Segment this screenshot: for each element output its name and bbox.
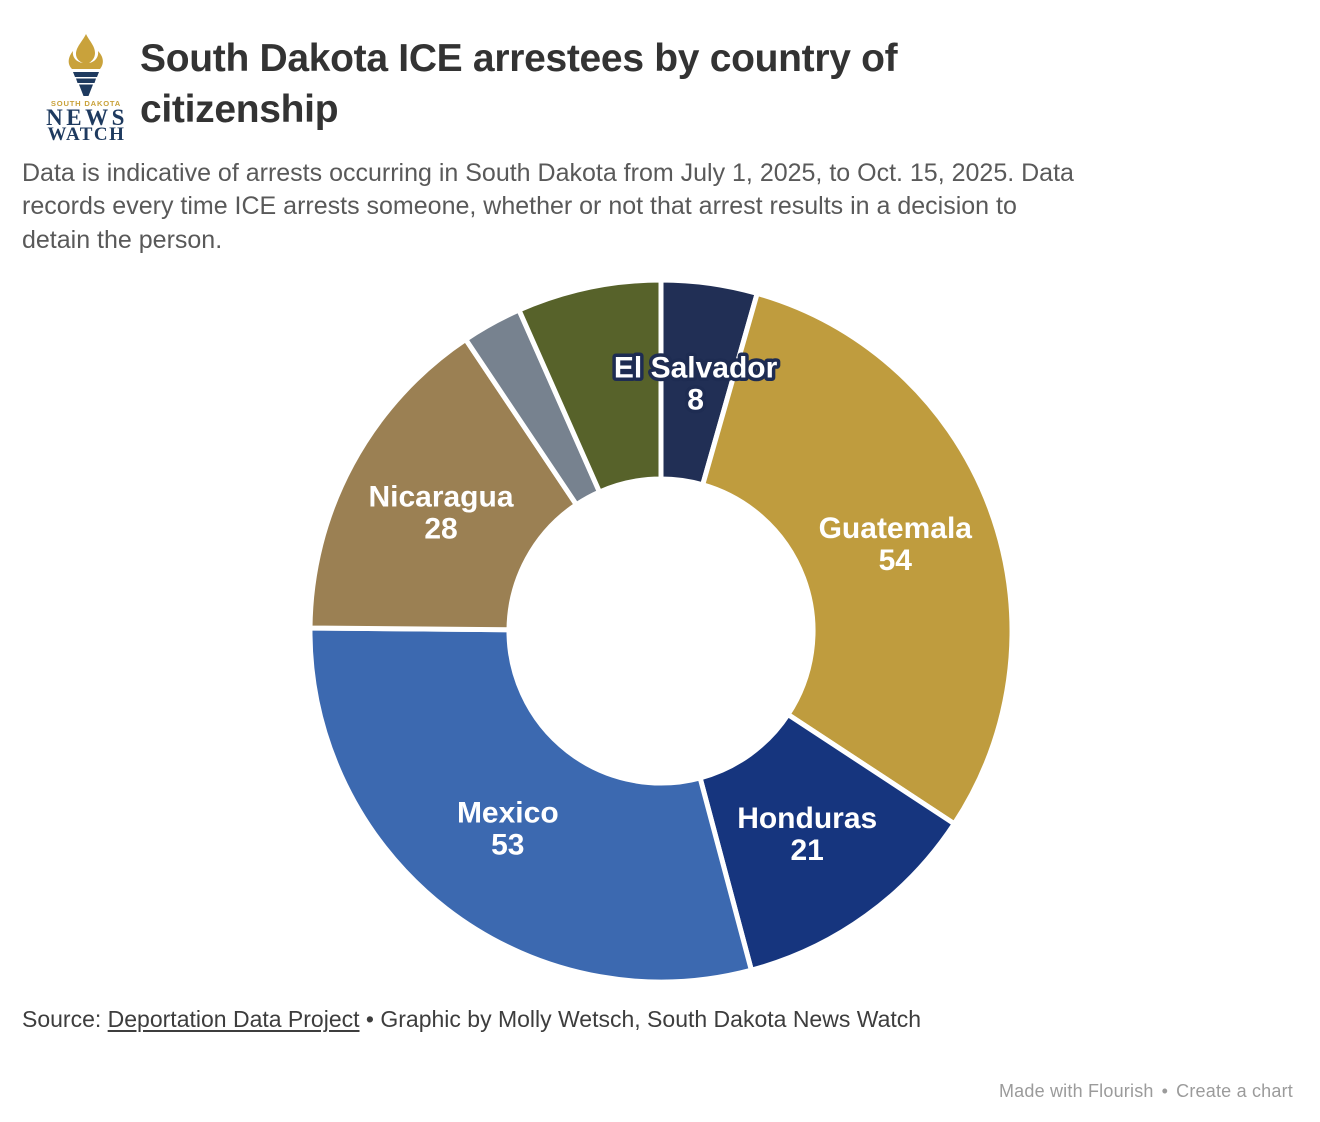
donut-label-name: Mexico [457,797,559,830]
logo-text-news: NEWS [46,105,126,130]
page-title-line2: citizenship [140,87,339,131]
source-link[interactable]: Deportation Data Project [107,1006,360,1032]
donut-label-value: 53 [491,829,524,862]
logo-text-south-dakota: SOUTH DAKOTA [51,99,121,108]
subtitle-line1: Data is indicative of arrests occurring … [22,159,1074,187]
donut-segment-guatemala[interactable] [700,290,1015,827]
page-title-line1: South Dakota ICE arrestees by country of [140,37,898,80]
credit-separator: • [1161,1081,1169,1101]
header: SOUTH DAKOTA NEWS WATCH South Dakota ICE… [46,32,898,142]
logo-text-watch: WATCH [48,124,126,142]
donut-label-value: 28 [424,512,457,545]
page-title: South Dakota ICE arrestees by country of… [140,34,898,135]
donut-segment-mexico[interactable] [307,625,754,985]
torch-logo-icon: SOUTH DAKOTA NEWS WATCH [46,34,126,142]
donut-segment-honduras[interactable] [697,712,957,973]
flourish-credit: Made with Flourish • Create a chart [999,1081,1293,1102]
donut-label-name: El Salvador [614,351,778,384]
made-with-flourish-link[interactable]: Made with Flourish [998,1081,1154,1101]
donut-label-name: Guatemala [819,512,973,545]
torch-flame [68,34,103,69]
torch-body [73,72,99,96]
donut-label-value: 8 [687,383,704,416]
donut-label-value: 54 [879,544,913,577]
news-watch-logo: SOUTH DAKOTA NEWS WATCH [46,32,126,142]
source-prefix: Source: [22,1006,108,1032]
source-line: Source: Deportation Data Project • Graph… [22,1006,921,1033]
donut-label-name: Nicaragua [368,480,513,513]
donut-segment-nicaragua[interactable] [307,336,579,633]
donut-label-name: Honduras [737,802,877,835]
source-suffix: • Graphic by Molly Wetsch, South Dakota … [359,1006,922,1032]
donut-segment-unlabeled[interactable] [516,277,664,495]
create-a-chart-link[interactable]: Create a chart [1176,1081,1293,1101]
subtitle-line2: records every time ICE arrests someone, … [22,192,1017,221]
donut-label-value: 21 [791,834,824,867]
chart-subtitle: Data is indicative of arrests occurring … [22,157,1074,257]
subtitle-line3: detain the person. [22,225,223,254]
